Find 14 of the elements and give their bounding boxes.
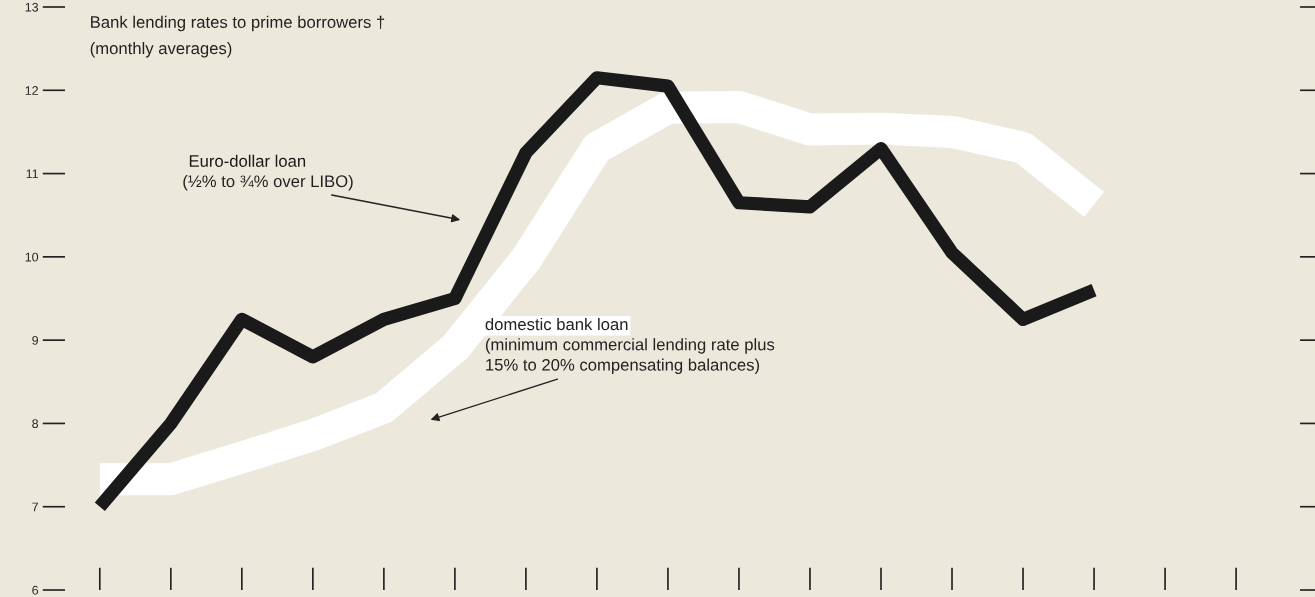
annotation: (½% to ¾% over LIBO) (183, 174, 353, 191)
y-tick-label: 6 (32, 585, 39, 595)
y-tick-label: 13 (25, 2, 39, 12)
y-tick-label: 8 (32, 419, 39, 429)
y-tick-label: 7 (32, 502, 38, 512)
text: Euro-dollar loan (189, 154, 306, 167)
chart-title: Bank lending rates to prime borrowers † (91, 15, 385, 32)
series-label: domestic bank loan (485, 317, 628, 331)
y-tick-label: 12 (25, 86, 38, 95)
y-tick-label: 9 (32, 335, 39, 345)
text: (monthly averages) (90, 41, 232, 58)
y-tick-label: 10 (25, 252, 39, 262)
y-tick-label: 11 (26, 169, 38, 179)
annotation: (minimum commercial lending rate plus 15% to 20% compensating balances) (485, 338, 775, 375)
